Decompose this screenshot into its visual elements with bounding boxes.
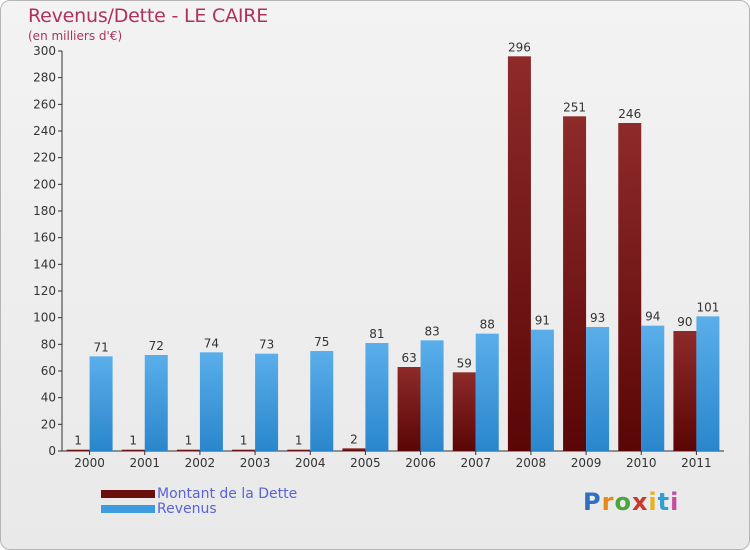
logo-letter: x [631,488,649,516]
y-tick-label: 300 [33,44,56,58]
chart-subtitle: (en milliers d'€) [28,29,123,43]
logo-letter: r [601,488,615,516]
bar-dette [563,116,587,451]
data-label-dette: 90 [677,315,692,329]
data-label-dette: 1 [295,434,303,448]
x-tick-label: 2008 [516,456,547,470]
legend: Montant de la Dette Revenus [101,487,297,517]
bar-revenus [641,325,665,451]
y-tick-label: 20 [41,417,56,431]
data-label-revenus: 94 [645,310,660,324]
legend-item-revenus: Revenus [101,502,297,517]
data-label-dette: 1 [129,434,137,448]
x-tick-label: 2001 [129,456,160,470]
data-label-revenus: 75 [314,335,329,349]
data-label-revenus: 101 [696,300,719,314]
y-tick-label: 40 [41,391,56,405]
bar-revenus [365,343,389,451]
bar-dette [618,123,642,451]
y-tick-label: 280 [33,71,56,85]
y-tick-label: 200 [33,177,56,191]
bar-dette [673,331,697,451]
legend-label-dette: Montant de la Dette [157,486,298,502]
bar-revenus [530,329,554,451]
logo-letter: o [614,488,632,516]
logo-letter: P [583,488,602,516]
data-label-revenus: 73 [259,338,274,352]
data-label-revenus: 88 [480,318,495,332]
y-tick-label: 100 [33,311,56,325]
x-tick-label: 2007 [460,456,491,470]
data-label-dette: 1 [74,434,82,448]
y-tick-label: 140 [33,257,56,271]
x-tick-label: 2010 [626,456,657,470]
bar-revenus [199,352,223,451]
data-label-dette: 246 [618,107,641,121]
bar-revenus [475,333,499,451]
bar-revenus [255,353,279,451]
data-label-dette: 2 [350,432,358,446]
legend-label-revenus: Revenus [157,501,217,517]
y-tick-label: 240 [33,124,56,138]
x-tick-label: 2011 [681,456,712,470]
bar-dette [287,449,311,451]
legend-swatch-dette [101,490,155,498]
bar-dette [232,449,256,451]
bar-revenus [420,340,444,451]
x-tick-label: 2006 [405,456,436,470]
bar-dette [342,448,366,451]
y-tick-label: 0 [48,444,56,458]
logo-letter: t [657,488,671,516]
x-tick-label: 2002 [185,456,216,470]
data-label-revenus: 93 [590,311,605,325]
bar-revenus [696,316,720,451]
bar-dette [507,56,531,451]
y-tick-label: 180 [33,204,56,218]
data-label-dette: 1 [185,434,193,448]
data-label-dette: 251 [563,100,586,114]
y-tick-label: 60 [41,364,56,378]
x-tick-label: 2004 [295,456,326,470]
data-label-revenus: 81 [369,327,384,341]
y-tick-label: 80 [41,337,56,351]
data-label-dette: 59 [457,356,472,370]
legend-item-dette: Montant de la Dette [101,487,297,502]
data-label-revenus: 72 [149,339,164,353]
bar-revenus [144,355,168,451]
bar-dette [452,372,476,451]
data-label-revenus: 71 [93,340,108,354]
x-tick-label: 2005 [350,456,381,470]
proxiti-logo: Proxiti [583,488,679,516]
y-tick-label: 260 [33,97,56,111]
data-label-dette: 63 [401,351,416,365]
bar-revenus [586,327,610,451]
bar-dette [397,367,421,451]
y-tick-label: 220 [33,151,56,165]
data-label-revenus: 91 [535,314,550,328]
data-label-revenus: 74 [204,336,219,350]
logo-letter: i [648,488,658,516]
data-label-dette: 1 [240,434,248,448]
x-tick-label: 2003 [240,456,271,470]
y-tick-label: 160 [33,231,56,245]
chart-title: Revenus/Dette - LE CAIRE [28,5,269,27]
logo-letter: i [670,488,680,516]
bar-revenus [310,351,334,451]
bar-dette [176,449,200,451]
bar-revenus [89,356,113,451]
bar-dette [121,449,145,451]
bar-dette [66,449,90,451]
x-tick-label: 2000 [74,456,105,470]
data-label-revenus: 83 [424,324,439,338]
legend-swatch-revenus [101,505,155,513]
y-tick-label: 120 [33,284,56,298]
x-tick-label: 2009 [571,456,602,470]
data-label-dette: 296 [508,40,531,54]
